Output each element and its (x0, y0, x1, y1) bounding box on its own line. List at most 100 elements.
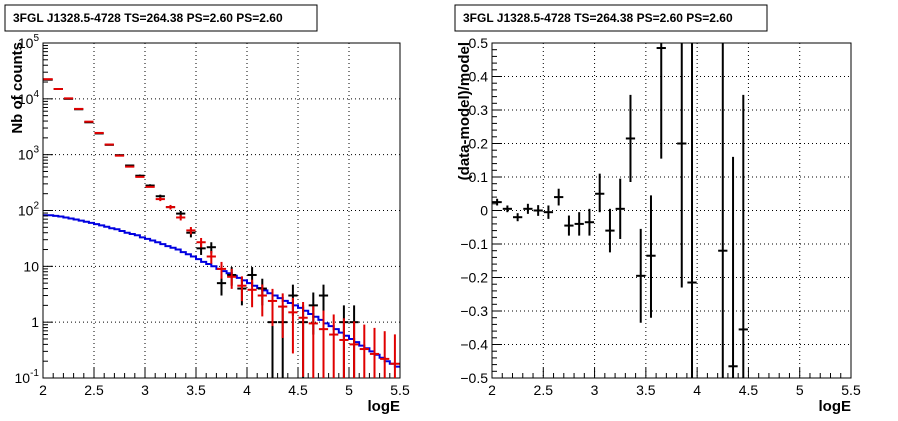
model-point (288, 297, 298, 354)
residuals-y-label: (data-model)/model (456, 42, 473, 180)
source-model-layer (43, 78, 400, 378)
residual-point (513, 213, 523, 222)
model-point (390, 334, 400, 378)
model-point (186, 227, 196, 235)
residual-point (584, 208, 595, 236)
x-tick-label: 5 (796, 382, 804, 398)
x-tick-label: 2 (39, 382, 47, 398)
model-point (308, 306, 318, 378)
x-tick-label: 5.5 (390, 382, 410, 398)
residuals-grid (492, 43, 851, 378)
model-point (216, 261, 227, 279)
counts-y-label: Nb of counts (9, 42, 26, 134)
model-point (196, 237, 206, 248)
model-point (267, 288, 278, 327)
residuals-title: 3FGL J1328.5-4728 TS=264.38 PS=2.60 PS=2… (463, 11, 733, 25)
y-tick-label: 105 (18, 33, 40, 51)
model-point (329, 314, 339, 378)
residual-point (595, 173, 605, 213)
y-tick-label: 103 (18, 145, 40, 163)
model-point (318, 310, 329, 378)
model-point (359, 324, 369, 378)
y-tick-label: 0.1 (469, 169, 489, 185)
y-tick-label: 0.4 (469, 69, 489, 85)
counts-title: 3FGL J1328.5-4728 TS=264.38 PS=2.60 PS=2… (13, 11, 283, 25)
residuals-title-box (454, 4, 768, 32)
model-point (380, 331, 390, 378)
residuals-data-layer (492, 43, 748, 378)
y-tick-label: −0.3 (460, 303, 488, 319)
residual-point (543, 205, 554, 219)
model-point (206, 250, 216, 264)
residuals-y-axis: −0.5 −0.4 −0.3 −0.2 −0.1 0 0.1 0.2 0.3 0.4 0.5 (460, 35, 502, 386)
residual-point (564, 215, 574, 236)
x-tick-label: 3.5 (636, 382, 656, 398)
y-tick-label: 1 (31, 314, 39, 330)
model-point (278, 293, 288, 338)
x-tick-label: 5 (345, 382, 353, 398)
residual-point (636, 228, 646, 323)
counts-plot-frame (42, 42, 401, 379)
y-tick-label: −0.2 (460, 270, 488, 286)
residual-point (502, 205, 513, 213)
x-tick-label: 3.5 (186, 382, 206, 398)
residual-point (625, 94, 636, 183)
counts-grid (43, 43, 400, 378)
residual-point (646, 195, 656, 318)
model-point (349, 321, 359, 378)
residual-point (605, 208, 615, 253)
model-point (247, 279, 257, 308)
model-point (298, 302, 308, 377)
counts-x-axis: 2 2.5 3 3.5 4 4.5 5 5.5 (39, 368, 410, 398)
residual-point (738, 94, 748, 378)
y-tick-label: 104 (18, 89, 40, 107)
model-point (237, 276, 247, 302)
y-tick-label: 0.2 (469, 136, 489, 152)
residual-point (492, 198, 502, 206)
x-tick-label: 4 (693, 382, 701, 398)
model-point (369, 327, 380, 378)
residual-point (687, 43, 697, 378)
y-tick-label: 0.3 (469, 102, 489, 118)
residual-point (523, 203, 533, 214)
y-tick-label: 102 (18, 201, 40, 219)
residual-point (615, 178, 625, 239)
model-point (176, 214, 186, 221)
x-tick-label: 2 (488, 382, 496, 398)
x-tick-label: 4.5 (739, 382, 759, 398)
model-point (165, 204, 176, 210)
model-point (227, 268, 237, 289)
x-tick-label: 2.5 (84, 382, 104, 398)
residual-point (554, 188, 564, 206)
x-tick-label: 4.5 (288, 382, 308, 398)
y-tick-label: 10 (23, 258, 39, 274)
x-tick-label: 3 (591, 382, 599, 398)
model-point (257, 284, 267, 317)
residual-point (533, 205, 543, 216)
x-tick-label: 5.5 (841, 382, 861, 398)
y-tick-label: −0.4 (460, 337, 488, 353)
residuals-x-label: logE (819, 398, 852, 415)
counts-title-box (4, 4, 318, 32)
y-tick-label: −0.1 (460, 236, 488, 252)
counts-x-label: logE (368, 398, 401, 415)
x-tick-label: 3 (141, 382, 149, 398)
residuals-panel: 3FGL J1328.5-4728 TS=264.38 PS=2.60 PS=2… (454, 4, 861, 415)
y-tick-label: 10-1 (15, 368, 40, 386)
residual-point (574, 212, 584, 236)
residual-point (718, 43, 728, 378)
y-tick-label: 0 (480, 203, 488, 219)
counts-panel: 3FGL J1328.5-4728 TS=264.38 PS=2.60 PS=2… (4, 4, 410, 415)
model-point (339, 318, 349, 378)
residuals-x-axis: 2 2.5 3 3.5 4 4.5 5 5.5 (488, 368, 861, 398)
x-tick-label: 4 (243, 382, 251, 398)
residuals-plot-frame (491, 42, 852, 379)
model-point (155, 197, 165, 202)
y-tick-label: 0.5 (469, 35, 489, 51)
x-tick-label: 2.5 (534, 382, 554, 398)
residual-point (728, 156, 738, 378)
y-tick-label: −0.5 (460, 370, 488, 386)
counts-data-layer (43, 78, 359, 378)
residual-point (677, 43, 687, 288)
